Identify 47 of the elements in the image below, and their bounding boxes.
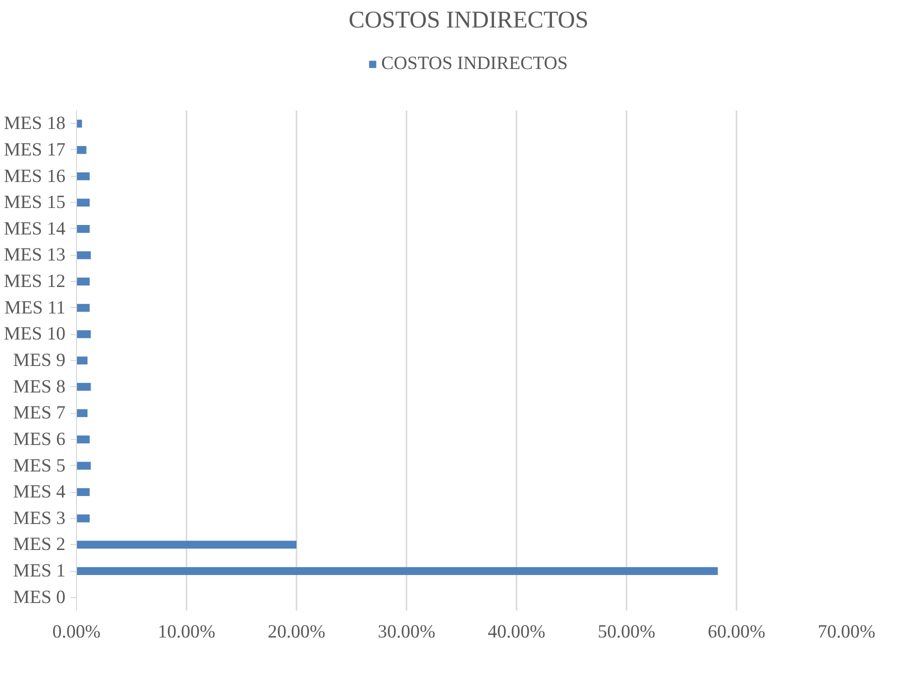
legend-label: COSTOS INDIRECTOS [381,53,568,75]
bar [76,146,86,154]
bar [76,120,82,128]
y-tick-label: MES 8 [13,376,66,398]
y-tick-label: MES 1 [13,560,66,582]
bar [76,382,91,391]
bar [76,251,91,260]
y-tick-label: MES 12 [4,271,66,292]
y-tick-label: MES 16 [4,166,66,187]
bar [76,224,90,233]
bar [76,304,90,312]
x-tick-label: 70.00% [818,622,876,642]
y-tick-label: MES 9 [13,350,66,371]
bar [76,409,88,418]
x-tick-label: 20.00% [268,622,326,642]
y-tick-label: MES 15 [4,192,66,214]
x-tick-label: 50.00% [598,622,656,642]
x-tick-label: 60.00% [708,622,766,642]
x-tick-label: 10.00% [158,622,216,642]
y-tick-label: MES 2 [13,534,66,556]
bar [76,540,296,549]
y-tick-label: MES 6 [13,428,66,450]
bar [76,278,90,286]
bar [76,462,91,470]
chart-title: COSTOS INDIRECTOS [348,8,588,34]
y-tick-label: MES 14 [4,218,66,240]
y-tick-label: MES 4 [13,482,66,503]
bar [76,436,90,444]
bar [76,514,90,522]
x-tick-label: 40.00% [488,622,546,642]
bar [76,330,91,338]
bar [76,567,718,575]
y-tick-label: MES 0 [13,586,66,608]
y-tick-label: MES 11 [4,297,66,318]
y-tick-label: MES 18 [4,113,66,134]
y-tick-label: MES 10 [4,324,66,345]
x-tick-label: 0.00% [52,622,101,642]
y-tick-label: MES 17 [4,139,66,160]
y-tick-label: MES 7 [13,402,66,424]
y-tick-label: MES 5 [13,455,66,476]
bar [76,198,90,207]
bar [76,172,90,180]
bar [76,488,90,496]
bar [76,356,88,364]
y-tick-label: MES 3 [13,508,66,529]
y-tick-label: MES 13 [4,244,66,266]
x-tick-label: 30.00% [378,622,436,642]
